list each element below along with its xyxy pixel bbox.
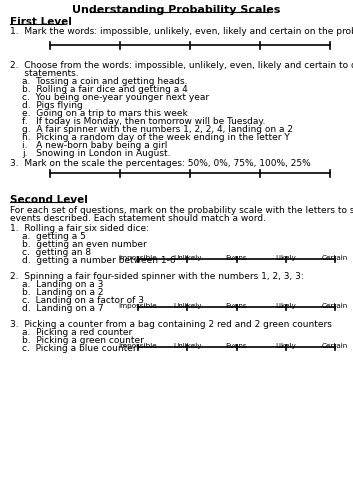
Text: Likely: Likely	[275, 343, 296, 349]
Text: c.  getting an 8: c. getting an 8	[22, 248, 91, 257]
Text: 3.  Picking a counter from a bag containing 2 red and 2 green counters: 3. Picking a counter from a bag containi…	[10, 320, 332, 329]
Text: d.  getting a number between 1-6: d. getting a number between 1-6	[22, 256, 176, 265]
Text: 2.  Spinning a fair four-sided spinner with the numbers 1, 2, 3, 3:: 2. Spinning a fair four-sided spinner wi…	[10, 272, 304, 281]
Text: First Level: First Level	[10, 17, 72, 27]
Text: Certain: Certain	[322, 303, 348, 309]
Text: 3.  Mark on the scale the percentages: 50%, 0%, 75%, 100%, 25%: 3. Mark on the scale the percentages: 50…	[10, 159, 311, 168]
Text: Unlikely: Unlikely	[173, 255, 202, 261]
Text: Impossible: Impossible	[119, 343, 157, 349]
Text: statements.: statements.	[10, 69, 79, 78]
Text: 1.  Mark the words: impossible, unlikely, even, likely and certain on the probab: 1. Mark the words: impossible, unlikely,…	[10, 27, 353, 36]
Text: c.  You being one-year younger next year: c. You being one-year younger next year	[22, 93, 209, 102]
Text: b.  Landing on a 2: b. Landing on a 2	[22, 288, 103, 297]
Text: Impossible: Impossible	[119, 303, 157, 309]
Text: Understanding Probability Scales: Understanding Probability Scales	[72, 5, 280, 15]
Text: events described. Each statement should match a word.: events described. Each statement should …	[10, 214, 266, 223]
Text: g.  A fair spinner with the numbers 1, 2, 2, 4, landing on a 2: g. A fair spinner with the numbers 1, 2,…	[22, 125, 293, 134]
Text: Likely: Likely	[275, 303, 296, 309]
Text: Certain: Certain	[322, 255, 348, 261]
Text: Second Level: Second Level	[10, 195, 88, 205]
Text: a.  getting a 5: a. getting a 5	[22, 232, 86, 241]
Text: 2.  Choose from the words: impossible, unlikely, even, likely and certain to des: 2. Choose from the words: impossible, un…	[10, 61, 353, 70]
Text: i.   A new-born baby being a girl: i. A new-born baby being a girl	[22, 141, 167, 150]
Text: a.  Landing on a 3: a. Landing on a 3	[22, 280, 103, 289]
Text: Unlikely: Unlikely	[173, 303, 202, 309]
Text: b.  Picking a green counter: b. Picking a green counter	[22, 336, 144, 345]
Text: Likely: Likely	[275, 255, 296, 261]
Text: c.  Picking a blue counter: c. Picking a blue counter	[22, 344, 137, 353]
Text: b.  getting an even number: b. getting an even number	[22, 240, 147, 249]
Text: e.  Going on a trip to mars this week: e. Going on a trip to mars this week	[22, 109, 188, 118]
Text: d.  Pigs flying: d. Pigs flying	[22, 101, 83, 110]
Text: Evens: Evens	[226, 343, 247, 349]
Text: a.  Tossing a coin and getting heads.: a. Tossing a coin and getting heads.	[22, 77, 187, 86]
Text: Certain: Certain	[322, 343, 348, 349]
Text: Evens: Evens	[226, 303, 247, 309]
Text: j.   Snowing in London in August.: j. Snowing in London in August.	[22, 149, 170, 158]
Text: b.  Rolling a fair dice and getting a 4: b. Rolling a fair dice and getting a 4	[22, 85, 188, 94]
Text: Impossible: Impossible	[119, 255, 157, 261]
Text: 1.  Rolling a fair six sided dice:: 1. Rolling a fair six sided dice:	[10, 224, 149, 233]
Text: For each set of questions, mark on the probability scale with the letters to sho: For each set of questions, mark on the p…	[10, 206, 353, 215]
Text: a.  Picking a red counter: a. Picking a red counter	[22, 328, 132, 337]
Text: Unlikely: Unlikely	[173, 343, 202, 349]
Text: d.  Landing on a 7: d. Landing on a 7	[22, 304, 104, 313]
Text: f.   If today is Monday, then tomorrow will be Tuesday.: f. If today is Monday, then tomorrow wil…	[22, 117, 265, 126]
Text: c.  Landing on a factor of 3: c. Landing on a factor of 3	[22, 296, 144, 305]
Text: h.  Picking a random day of the week ending in the letter Y: h. Picking a random day of the week endi…	[22, 133, 290, 142]
Text: Evens: Evens	[226, 255, 247, 261]
